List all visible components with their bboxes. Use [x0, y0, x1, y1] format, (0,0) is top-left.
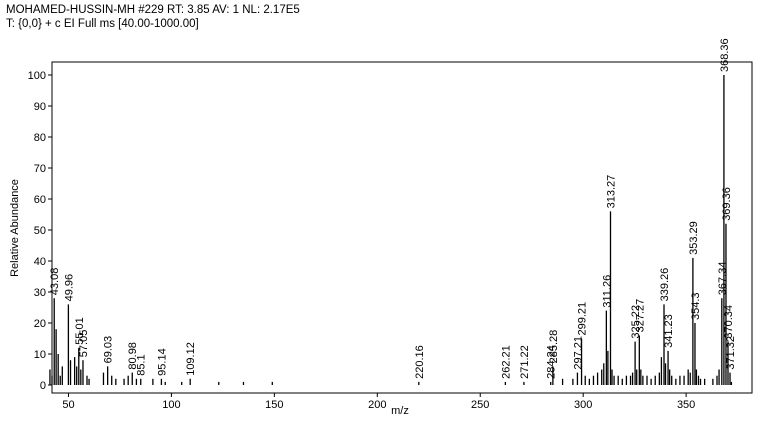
peak-label: 55.01	[74, 317, 86, 345]
y-tick-label: 20	[34, 318, 46, 330]
y-tick-label: 40	[34, 256, 46, 268]
peak-label: 353.29	[688, 221, 700, 255]
peak-label: 341.23	[663, 314, 675, 348]
x-axis-label: m/z	[391, 405, 409, 417]
peak-label: 368.36	[719, 38, 731, 72]
peak-label: 69.03	[103, 336, 115, 364]
x-tick-label: 50	[62, 399, 74, 411]
x-tick-label: 350	[677, 399, 695, 411]
peak-label: 311.26	[601, 275, 613, 308]
peak-label: 371.32	[725, 336, 737, 370]
peak-label: 220.16	[414, 345, 426, 379]
x-tick-label: 150	[265, 399, 283, 411]
x-tick-label: 200	[368, 399, 386, 411]
plot-frame	[51, 61, 753, 394]
header-line: MOHAMED-HUSSIN-MH #229 RT: 3.85 AV: 1 NL…	[6, 4, 300, 16]
peak-label: 43.08	[49, 268, 61, 296]
peak-label: 369.36	[721, 187, 733, 221]
y-tick-label: 0	[40, 380, 46, 392]
peak-label: 313.27	[605, 175, 617, 209]
peak-label: 297.21	[572, 336, 584, 370]
x-tick-label: 300	[574, 399, 592, 411]
x-tick-label: 250	[471, 399, 489, 411]
y-tick-label: 50	[34, 225, 46, 237]
y-tick-label: 70	[34, 163, 46, 175]
y-tick-label: 90	[34, 101, 46, 113]
peak-label: 327.27	[634, 299, 646, 333]
peak-label: 285.28	[548, 330, 560, 364]
peak-label: 284.24	[546, 345, 558, 379]
peak-label: 95.14	[156, 348, 168, 376]
peak-label: 109.12	[185, 342, 197, 376]
peak-label: 85.1	[136, 354, 148, 375]
x-tick-label: 100	[162, 399, 180, 411]
y-tick-label: 30	[34, 287, 46, 299]
peak-label: 370.34	[723, 305, 735, 339]
peak-label: 299.21	[577, 302, 589, 336]
peak-label: 354.3	[690, 292, 702, 320]
peak-label: 325.22	[630, 305, 642, 339]
peak-label: 80.98	[127, 342, 139, 370]
peak-label: 49.96	[63, 274, 75, 302]
peak-label: 339.26	[659, 268, 671, 302]
y-tick-label: 100	[28, 70, 46, 82]
y-tick-label: 80	[34, 132, 46, 144]
peak-label: 271.22	[519, 345, 531, 379]
peak-label: 367.34	[717, 262, 729, 296]
peak-label: 57.05	[78, 330, 90, 358]
y-axis-label: Relative Abundance	[9, 179, 21, 277]
y-tick-label: 60	[34, 194, 46, 206]
header-line: T: {0,0} + c EI Full ms [40.00-1000.00]	[6, 18, 199, 30]
peak-label: 262.21	[500, 345, 512, 379]
y-tick-label: 10	[34, 349, 46, 361]
